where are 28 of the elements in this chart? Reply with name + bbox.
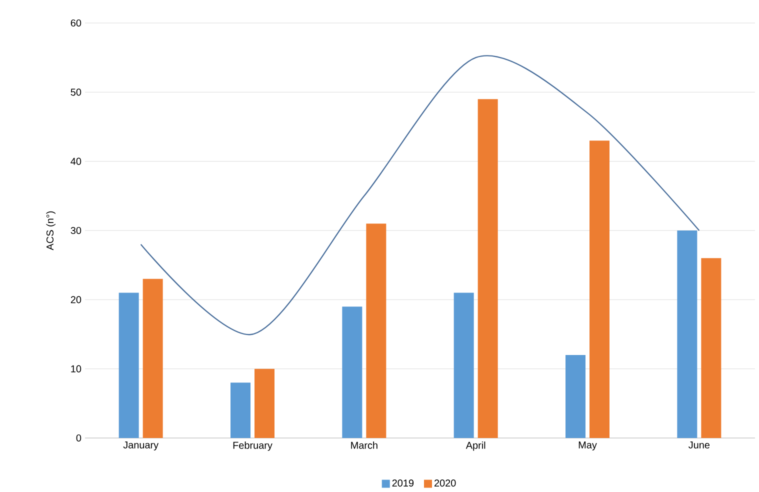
bar [566, 355, 586, 438]
bar [366, 224, 386, 438]
bar [230, 382, 251, 438]
bar [677, 230, 698, 438]
bar [701, 258, 722, 438]
bar [454, 292, 474, 438]
y-tick-label: 20 [70, 296, 82, 304]
bar [142, 278, 163, 438]
y-axis-title: ACS (n°) [46, 211, 56, 250]
y-tick-label: 60 [70, 19, 82, 27]
x-tick-label: April [466, 442, 486, 451]
legend-label: 2020 [434, 480, 456, 487]
bar [590, 140, 610, 438]
legend-label: 2019 [392, 480, 414, 487]
bar [118, 292, 139, 438]
bar [342, 306, 362, 438]
x-tick-label: February [233, 442, 272, 451]
x-tick-label: May [578, 442, 597, 450]
y-tick-label: 10 [71, 365, 82, 372]
y-tick-label: 0 [76, 434, 82, 442]
x-tick-label: March [351, 442, 378, 449]
bar [254, 368, 275, 438]
y-tick-label: 40 [70, 158, 82, 165]
y-tick-label: 30 [70, 226, 82, 234]
bar [478, 99, 498, 438]
x-tick-label: June [688, 442, 710, 448]
y-tick-label: 50 [70, 88, 82, 96]
x-tick-label: January [123, 442, 159, 450]
